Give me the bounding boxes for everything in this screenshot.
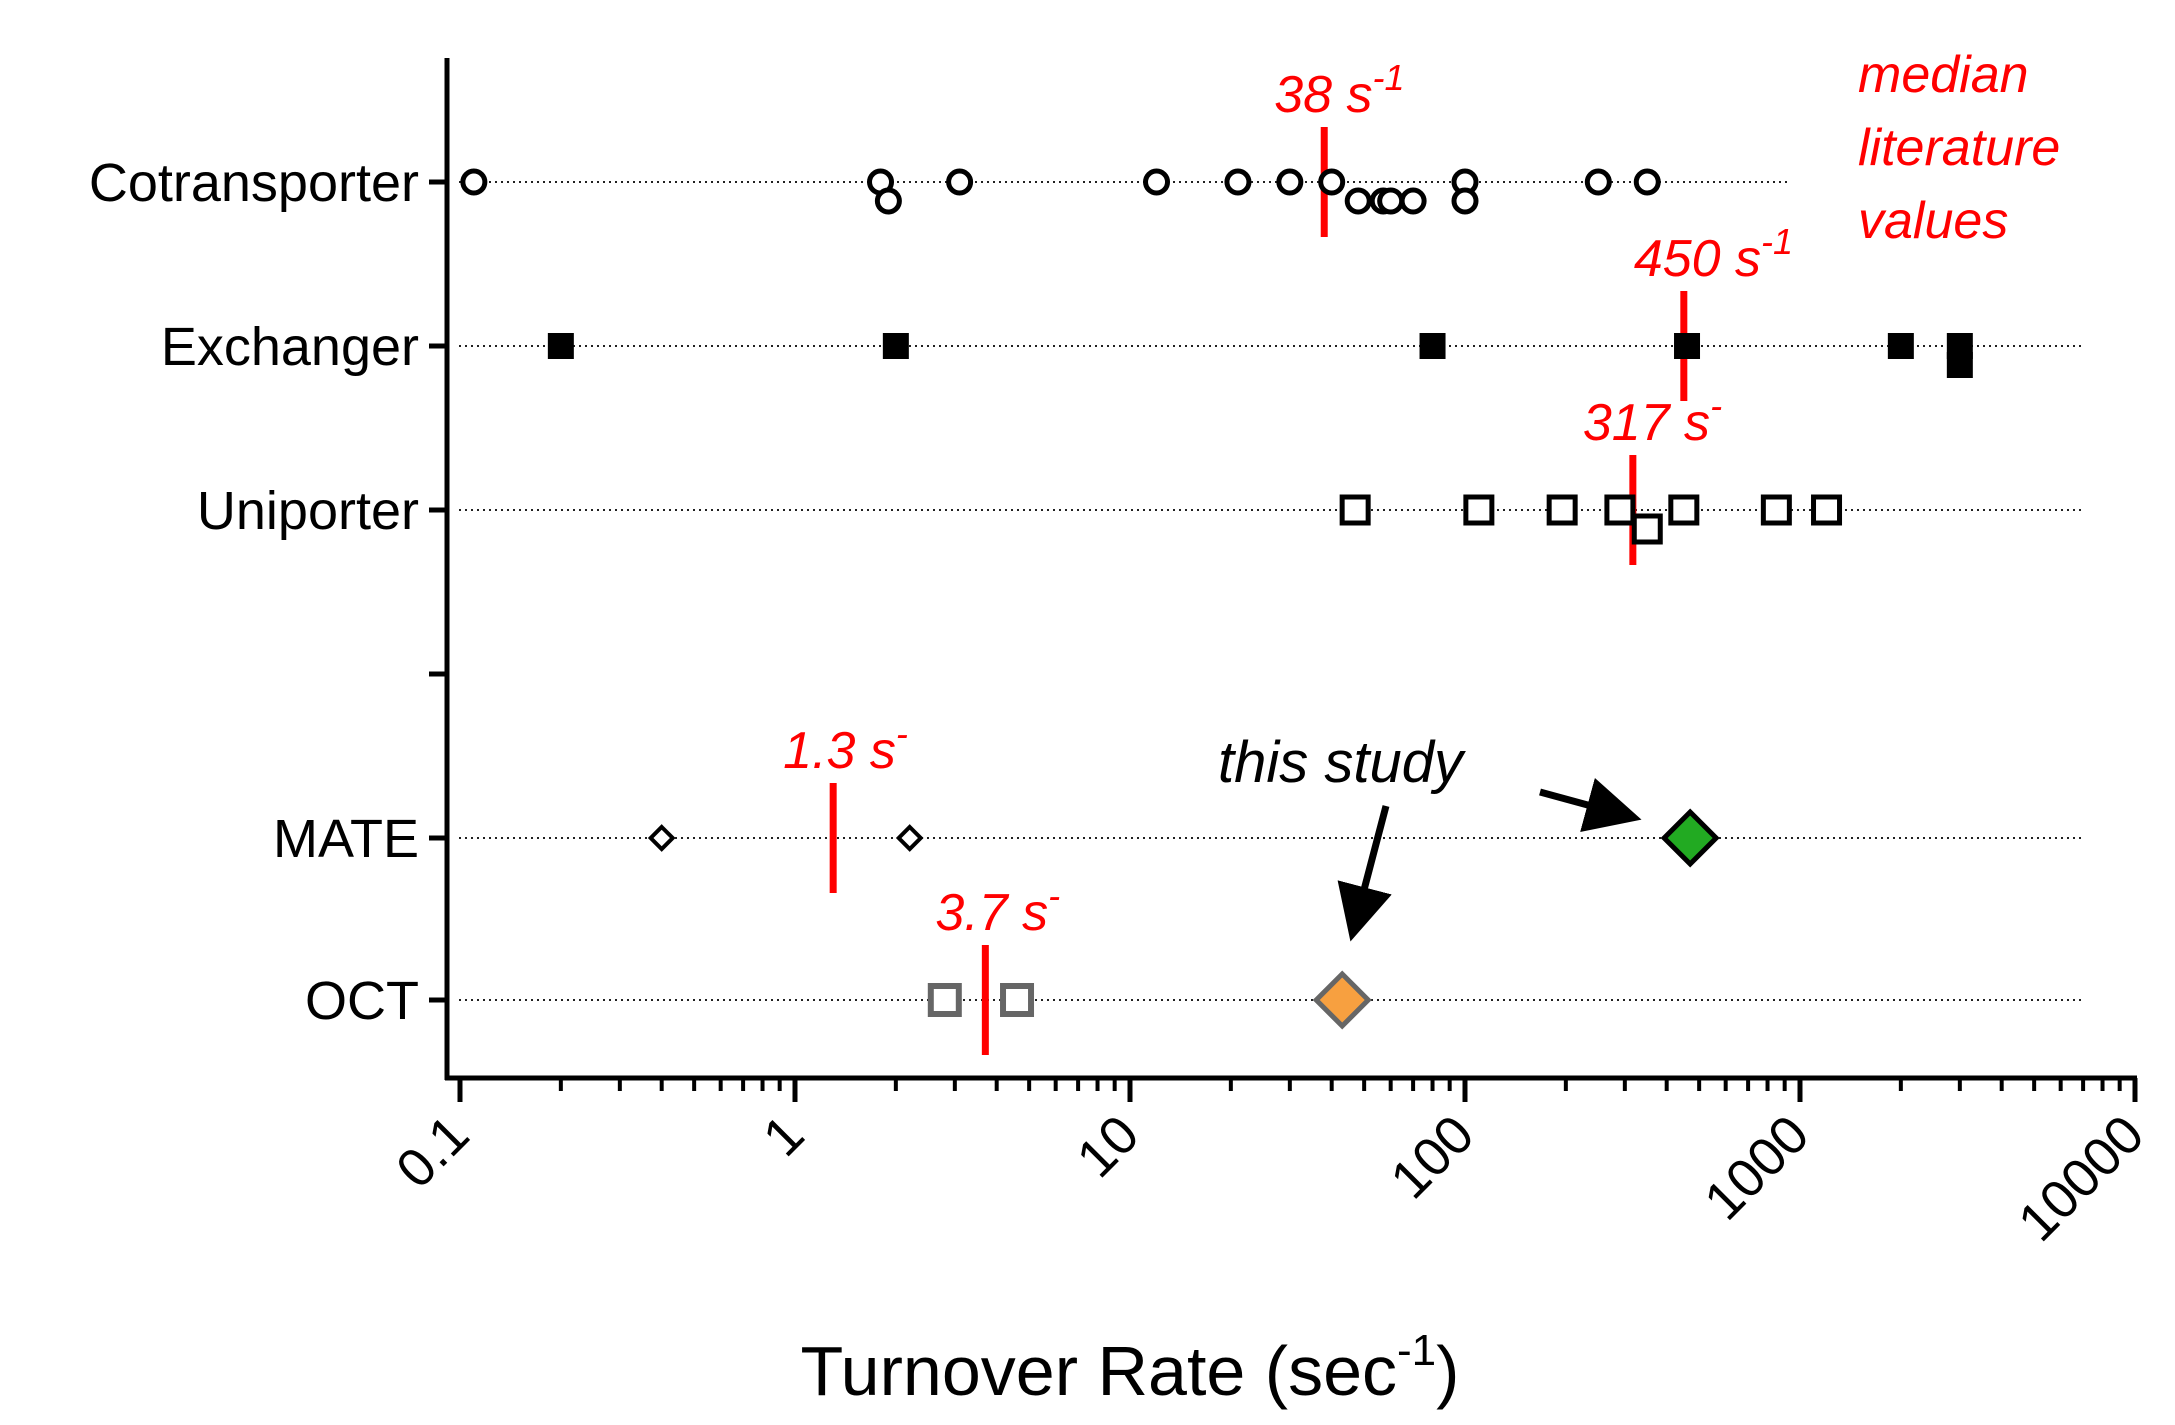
point-uniporter xyxy=(1546,494,1578,526)
category-label-exchanger: Exchanger xyxy=(161,317,419,377)
this-study-annotation: this study xyxy=(1218,730,1642,942)
category-label-mate: MATE xyxy=(273,809,419,869)
point-oct xyxy=(927,983,962,1017)
category-label-cotransporter: Cotransporter xyxy=(89,153,419,213)
point-exchanger xyxy=(882,333,909,359)
point-uniporter xyxy=(1604,494,1636,526)
point-exchanger xyxy=(1946,352,1973,378)
median-label-cotransporter: 38 s-1 xyxy=(1274,57,1404,124)
x-axis-title-close: ) xyxy=(1436,1332,1459,1410)
point-mate xyxy=(647,824,676,852)
point-exchanger xyxy=(1419,333,1446,359)
x-tick-label-10: 10 xyxy=(1066,1104,1151,1189)
x-tick-label-1000: 1000 xyxy=(1693,1104,1820,1231)
gridlines xyxy=(459,181,2085,1001)
point-cotransporter xyxy=(1399,187,1427,215)
point-cotransporter xyxy=(1377,187,1405,215)
arrow-to-oct-icon xyxy=(1337,805,1392,942)
point-cotransporter xyxy=(1633,168,1661,196)
category-label-oct: OCT xyxy=(305,971,419,1031)
category-label-uniporter: Uniporter xyxy=(197,481,419,541)
point-uniporter xyxy=(1760,494,1792,526)
legend-note-line-1: median xyxy=(1858,46,2029,104)
legend-note-line-2: literature xyxy=(1858,119,2060,177)
median-label-mate: 1.3 s- xyxy=(783,713,908,780)
point-cotransporter xyxy=(1584,168,1612,196)
median-label-uniporter: 317 s- xyxy=(1583,385,1722,452)
point-mate xyxy=(895,824,924,852)
point-cotransporter xyxy=(460,168,488,196)
point-cotransporter xyxy=(1451,187,1479,215)
data-points xyxy=(460,168,1973,1030)
median-label-exchanger: 450 s-1 xyxy=(1634,221,1793,288)
point-oct xyxy=(1000,983,1035,1017)
x-axis-title-sup: -1 xyxy=(1397,1326,1436,1375)
labels: Cotransporter Exchanger Uniporter MATE OCT xyxy=(89,153,419,1031)
point-uniporter xyxy=(1668,494,1700,526)
point-exchanger xyxy=(1887,333,1914,359)
x-tick-label-1: 1 xyxy=(752,1104,816,1168)
median-label-oct: 3.7 s- xyxy=(935,875,1060,942)
point-cotransporter xyxy=(946,168,974,196)
this-study-point-mate xyxy=(1660,808,1720,868)
x-tick-label-0.1: 0.1 xyxy=(385,1104,481,1200)
x-axis-title: Turnover Rate (sec-1) xyxy=(801,1326,1460,1410)
x-axis-title-text: Turnover Rate (sec xyxy=(801,1332,1398,1410)
point-cotransporter xyxy=(1344,187,1372,215)
svg-text:Turnover Rate (sec-1): Turnover Rate (sec-1) xyxy=(801,1326,1460,1410)
point-exchanger xyxy=(547,333,574,359)
point-uniporter xyxy=(1463,494,1495,526)
point-cotransporter xyxy=(1224,168,1252,196)
point-cotransporter xyxy=(1143,168,1171,196)
point-cotransporter xyxy=(1318,168,1346,196)
this-study-label: this study xyxy=(1218,730,1466,795)
point-cotransporter xyxy=(1276,168,1304,196)
point-uniporter xyxy=(1631,513,1663,545)
point-exchanger xyxy=(1674,333,1701,359)
this-study-point-oct xyxy=(1312,970,1372,1030)
arrow-to-mate-icon xyxy=(1539,777,1642,832)
point-cotransporter xyxy=(874,187,902,215)
point-uniporter xyxy=(1339,494,1371,526)
x-tick-label-100: 100 xyxy=(1379,1104,1485,1210)
legend-note-line-3: values xyxy=(1858,192,2008,250)
median-markers: 38 s-1 450 s-1 317 s- 1.3 s- 3.7 s- xyxy=(783,57,1793,1055)
x-tick-label-10000: 10000 xyxy=(2007,1104,2156,1253)
point-uniporter xyxy=(1811,494,1843,526)
legend-note: median literature values xyxy=(1858,46,2060,250)
